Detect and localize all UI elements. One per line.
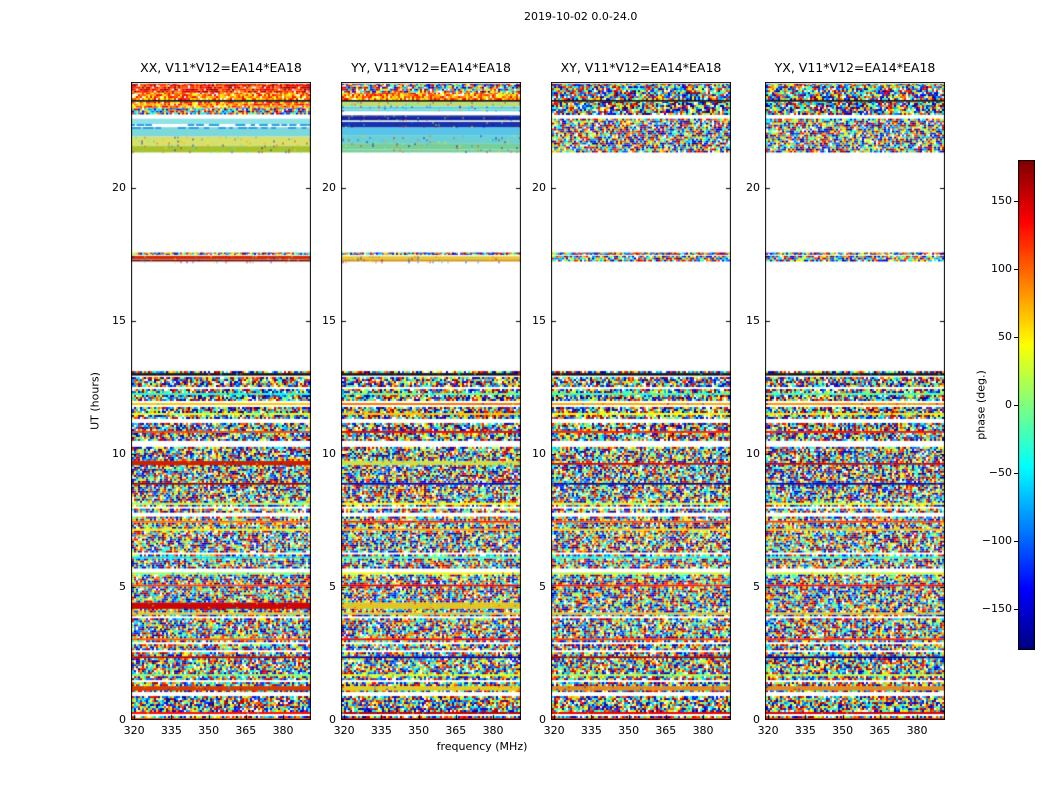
y-tick-label: 0	[539, 713, 546, 726]
x-tick-label: 365	[235, 724, 257, 737]
colorbar-tick-label: 150	[991, 193, 1012, 207]
x-axis-label: frequency (MHz)	[436, 740, 528, 753]
y-tick-label: 15	[746, 314, 760, 328]
colorbar-tick-mark	[1014, 473, 1018, 474]
heatmap-panel-xx	[131, 82, 311, 720]
heatmap-panel-xy	[551, 82, 731, 720]
colorbar-tick-label: 0	[1005, 398, 1012, 411]
heatmap-panel-yx	[765, 82, 945, 720]
y-axis-label: UT (hours)	[88, 372, 102, 430]
x-tick-label: 380	[272, 724, 294, 737]
y-tick-label: 20	[532, 181, 546, 195]
y-tick-label: 10	[112, 447, 126, 461]
y-tick-label: 0	[119, 713, 126, 726]
colorbar-tick-label: −50	[988, 466, 1012, 480]
y-tick-label: 0	[753, 713, 760, 726]
x-tick-label: 320	[543, 724, 565, 737]
colorbar-tick-label: −150	[981, 602, 1012, 616]
x-tick-label: 350	[408, 724, 430, 737]
y-tick-label: 10	[532, 447, 546, 461]
y-tick-label: 15	[532, 314, 546, 328]
colorbar	[1018, 160, 1035, 650]
y-tick-label: 10	[322, 447, 336, 461]
panel-title-yx: YX, V11*V12=EA14*EA18	[774, 60, 936, 75]
colorbar-tick-mark	[1014, 269, 1018, 270]
panel-title-yy: YY, V11*V12=EA14*EA18	[351, 60, 511, 75]
y-tick-label: 20	[746, 181, 760, 195]
x-tick-label: 335	[794, 724, 816, 737]
x-tick-label: 335	[370, 724, 392, 737]
x-tick-label: 335	[580, 724, 602, 737]
colorbar-tick-label: 50	[998, 329, 1012, 343]
x-tick-label: 335	[160, 724, 182, 737]
y-tick-label: 5	[119, 580, 126, 594]
colorbar-tick-mark	[1014, 609, 1018, 610]
colorbar-tick-mark	[1014, 337, 1018, 338]
x-tick-label: 320	[123, 724, 145, 737]
y-tick-label: 20	[112, 181, 126, 195]
y-tick-label: 10	[746, 447, 760, 461]
y-tick-label: 5	[329, 580, 336, 594]
heatmap-panel-yy	[341, 82, 521, 720]
colorbar-tick-label: 100	[991, 261, 1012, 275]
x-tick-label: 320	[757, 724, 779, 737]
colorbar-tick-mark	[1014, 201, 1018, 202]
panel-title-xx: XX, V11*V12=EA14*EA18	[140, 60, 302, 75]
y-tick-label: 5	[539, 580, 546, 594]
y-tick-label: 5	[753, 580, 760, 594]
y-tick-label: 15	[112, 314, 126, 328]
x-tick-label: 320	[333, 724, 355, 737]
panel-title-xy: XY, V11*V12=EA14*EA18	[560, 60, 722, 75]
colorbar-tick-label: −100	[981, 534, 1012, 548]
y-tick-label: 0	[329, 713, 336, 726]
x-tick-label: 365	[869, 724, 891, 737]
x-tick-label: 365	[445, 724, 467, 737]
x-tick-label: 365	[655, 724, 677, 737]
y-tick-label: 15	[322, 314, 336, 328]
x-tick-label: 350	[618, 724, 640, 737]
colorbar-tick-mark	[1014, 405, 1018, 406]
x-tick-label: 380	[692, 724, 714, 737]
colorbar-tick-mark	[1014, 541, 1018, 542]
y-tick-label: 20	[322, 181, 336, 195]
figure-title: 2019-10-02 0.0-24.0	[524, 10, 638, 23]
x-tick-label: 350	[832, 724, 854, 737]
x-tick-label: 350	[198, 724, 220, 737]
x-tick-label: 380	[482, 724, 504, 737]
x-tick-label: 380	[906, 724, 928, 737]
